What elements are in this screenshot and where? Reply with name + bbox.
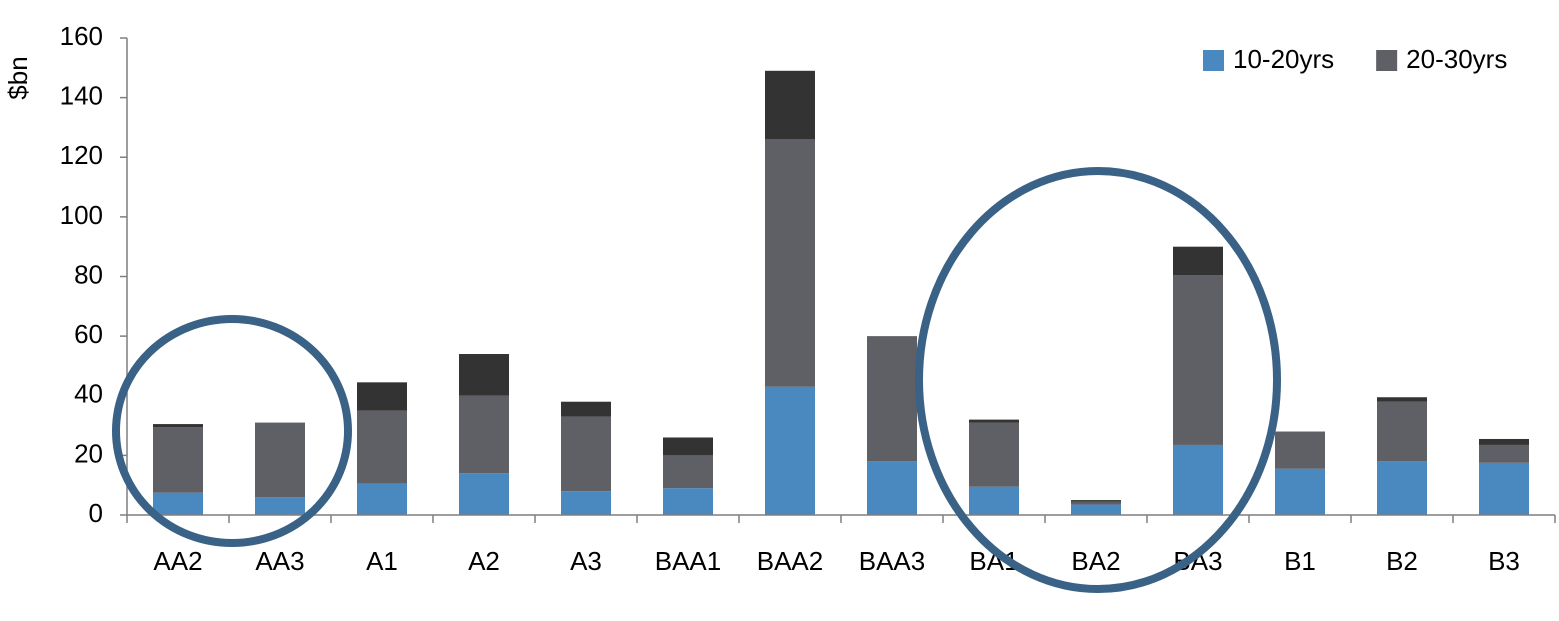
bar-segment <box>969 422 1019 487</box>
x-tick-label: AA2 <box>153 546 202 576</box>
y-tick-label: 80 <box>74 259 103 289</box>
y-tick-label: 20 <box>74 438 103 468</box>
x-tick-label: BAA1 <box>655 546 722 576</box>
bar-segment <box>153 492 203 515</box>
bar-segment <box>1173 444 1223 515</box>
bar-segment <box>357 382 407 411</box>
x-tick-label: B3 <box>1488 546 1520 576</box>
bar-segment <box>1377 401 1427 462</box>
y-tick-label: 0 <box>89 498 103 528</box>
y-tick-label: 140 <box>60 81 103 111</box>
x-tick-label: B1 <box>1284 546 1316 576</box>
bar-segment <box>1071 501 1121 505</box>
y-axis-label: $bn <box>3 56 33 99</box>
bar-segment <box>969 419 1019 423</box>
bar-segment <box>1173 246 1223 276</box>
bar-segment <box>357 483 407 515</box>
bar-segment <box>1275 468 1325 515</box>
bar-segment <box>357 410 407 484</box>
bar-segment <box>663 437 713 456</box>
bar-segment <box>1071 504 1121 515</box>
y-tick-label: 160 <box>60 21 103 51</box>
bar-segment <box>459 395 509 474</box>
y-tick-label: 120 <box>60 140 103 170</box>
bar-segment <box>663 455 713 489</box>
bar-segment <box>765 139 815 387</box>
bar-segment <box>459 354 509 396</box>
x-tick-label: B2 <box>1386 546 1418 576</box>
bar-segment <box>969 486 1019 515</box>
bar-segment <box>1479 438 1529 445</box>
x-tick-label: BAA3 <box>859 546 926 576</box>
y-tick-label: 100 <box>60 200 103 230</box>
bar-segment <box>1479 462 1529 515</box>
legend-swatch <box>1203 50 1224 71</box>
bar-segment <box>153 424 203 428</box>
bar-segment <box>1275 431 1325 469</box>
legend-swatch <box>1376 50 1398 71</box>
legend-label: 10-20yrs <box>1233 44 1334 74</box>
bar-segment <box>255 497 305 515</box>
bar-segment <box>663 488 713 515</box>
bar-segment <box>255 422 305 498</box>
highlight-circle <box>112 315 352 547</box>
bar-segment <box>1377 397 1427 402</box>
highlight-circle <box>915 167 1281 593</box>
bar-segment <box>765 386 815 515</box>
bar-segment <box>459 473 509 515</box>
x-tick-label: A1 <box>366 546 398 576</box>
bar-segment <box>867 336 917 462</box>
x-tick-label: BAA2 <box>757 546 824 576</box>
y-tick-label: 60 <box>74 319 103 349</box>
bar-segment <box>153 427 203 493</box>
bar-segment <box>867 461 917 515</box>
plot-area: 0 20 40 60 80 100 120 140 160 AA2 AA3 A1 A2 A3 BAA1 BAA… <box>60 21 1556 576</box>
x-tick-label: AA3 <box>255 546 304 576</box>
bar-segment <box>1377 461 1427 515</box>
bar-segment <box>1173 275 1223 445</box>
bar-segment <box>1479 444 1529 463</box>
bar-segment <box>561 416 611 492</box>
legend-label: 20-30yrs <box>1406 44 1507 74</box>
bar-segment <box>1071 500 1121 502</box>
x-tick-label: BA2 <box>1071 546 1120 576</box>
bar-segment <box>561 401 611 417</box>
bar-segment <box>561 491 611 515</box>
bar-segment <box>765 70 815 140</box>
x-tick-label: A3 <box>570 546 602 576</box>
x-tick-label: A2 <box>468 546 500 576</box>
y-tick-label: 40 <box>74 379 103 409</box>
